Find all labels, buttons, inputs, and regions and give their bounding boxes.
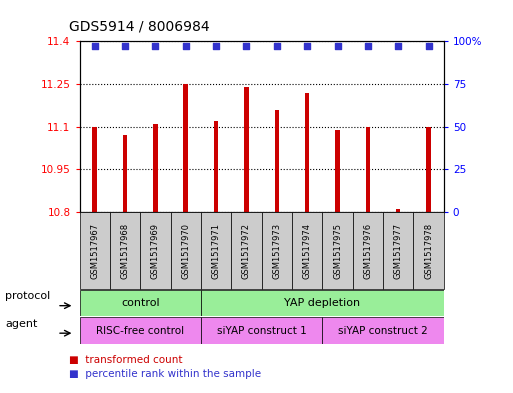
Text: RISC-free control: RISC-free control <box>96 325 184 336</box>
Point <box>212 43 220 50</box>
Bar <box>244 87 249 212</box>
Bar <box>353 212 383 289</box>
Text: GSM1517977: GSM1517977 <box>393 222 403 279</box>
Point <box>364 43 372 50</box>
Text: GSM1517971: GSM1517971 <box>211 222 221 279</box>
Point <box>242 43 250 50</box>
Bar <box>262 212 292 289</box>
Bar <box>170 212 201 289</box>
Text: GSM1517972: GSM1517972 <box>242 222 251 279</box>
Bar <box>292 212 322 289</box>
Bar <box>413 212 444 289</box>
Bar <box>201 317 322 344</box>
Text: agent: agent <box>5 319 37 329</box>
Point <box>424 43 432 50</box>
Bar <box>110 212 140 289</box>
Bar <box>80 212 110 289</box>
Bar <box>335 130 340 212</box>
Bar <box>305 92 309 212</box>
Text: GSM1517978: GSM1517978 <box>424 222 433 279</box>
Bar <box>80 290 201 316</box>
Point <box>394 43 402 50</box>
Point <box>121 43 129 50</box>
Text: GSM1517967: GSM1517967 <box>90 222 99 279</box>
Bar <box>201 212 231 289</box>
Bar <box>92 127 97 212</box>
Bar <box>184 84 188 212</box>
Bar <box>383 212 413 289</box>
Bar <box>140 212 170 289</box>
Text: GSM1517969: GSM1517969 <box>151 222 160 279</box>
Text: control: control <box>121 298 160 308</box>
Bar <box>426 127 431 212</box>
Point <box>303 43 311 50</box>
Point <box>91 43 99 50</box>
Bar <box>80 317 201 344</box>
Bar <box>214 121 219 212</box>
Text: GSM1517976: GSM1517976 <box>363 222 372 279</box>
Text: ■  percentile rank within the sample: ■ percentile rank within the sample <box>69 369 262 379</box>
Bar <box>231 212 262 289</box>
Bar <box>201 290 444 316</box>
Text: GDS5914 / 8006984: GDS5914 / 8006984 <box>69 19 210 33</box>
Bar <box>153 124 157 212</box>
Text: GSM1517970: GSM1517970 <box>181 222 190 279</box>
Text: ■  transformed count: ■ transformed count <box>69 354 183 365</box>
Text: GSM1517973: GSM1517973 <box>272 222 281 279</box>
Point <box>151 43 160 50</box>
Bar <box>322 212 353 289</box>
Bar <box>396 209 401 212</box>
Point <box>273 43 281 50</box>
Text: YAP depletion: YAP depletion <box>284 298 361 308</box>
Text: GSM1517968: GSM1517968 <box>121 222 130 279</box>
Point <box>333 43 342 50</box>
Text: siYAP construct 2: siYAP construct 2 <box>338 325 428 336</box>
Text: protocol: protocol <box>5 291 50 301</box>
Text: GSM1517974: GSM1517974 <box>303 222 312 279</box>
Bar <box>274 110 279 212</box>
Text: siYAP construct 1: siYAP construct 1 <box>217 325 306 336</box>
Text: GSM1517975: GSM1517975 <box>333 222 342 279</box>
Bar <box>366 127 370 212</box>
Point <box>182 43 190 50</box>
Bar <box>322 317 444 344</box>
Bar <box>123 135 127 212</box>
